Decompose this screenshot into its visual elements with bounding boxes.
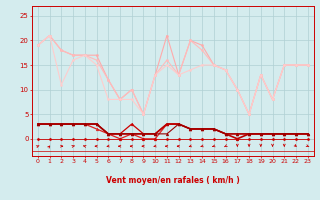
X-axis label: Vent moyen/en rafales ( km/h ): Vent moyen/en rafales ( km/h ) [106,176,240,185]
